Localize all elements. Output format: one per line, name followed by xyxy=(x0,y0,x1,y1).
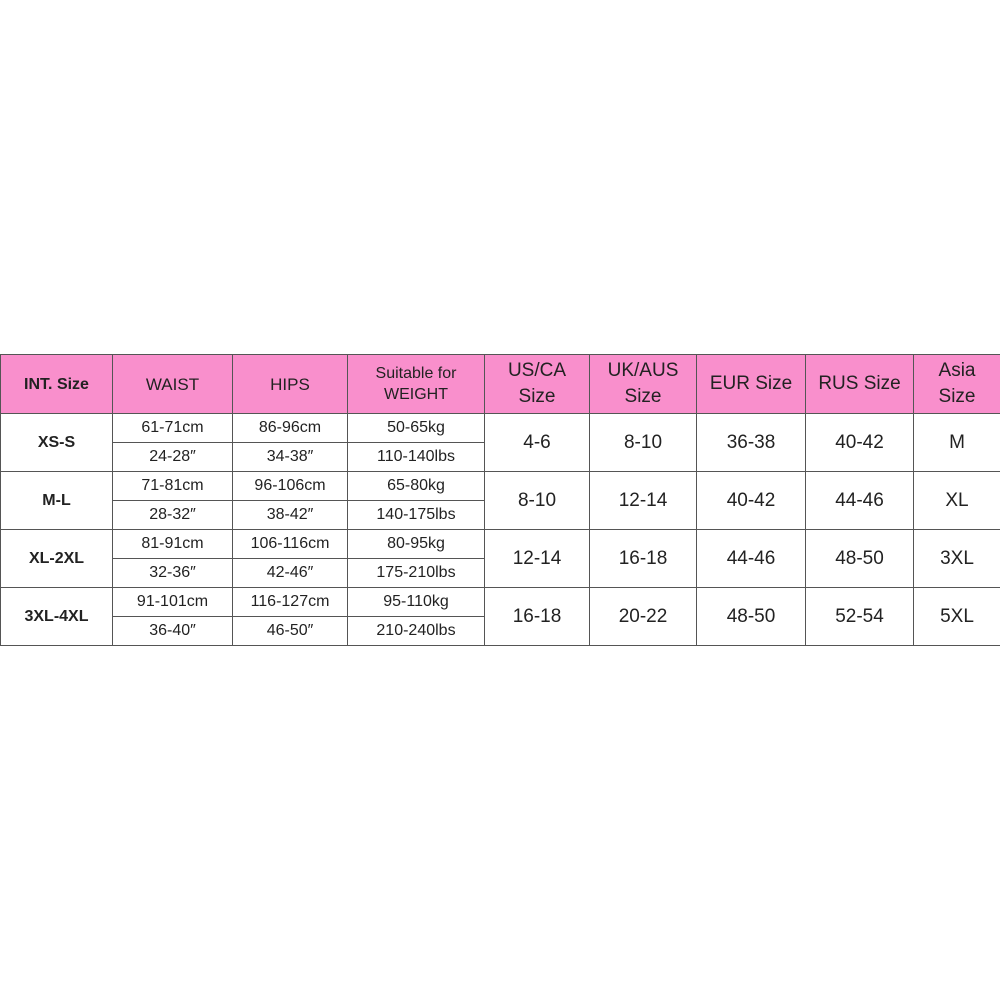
header-hips: HIPS xyxy=(232,354,348,414)
header-asia-line1: Asia xyxy=(938,360,976,381)
cell-hips-in: 46-50″ xyxy=(232,616,348,646)
header-rus-size: RUS Size xyxy=(805,354,914,414)
cell-weight-kg: 65-80kg xyxy=(347,471,485,501)
table-row: M-L 71-81cm 96-106cm 65-80kg 8-10 12-14 40-42 4… xyxy=(0,471,1000,530)
cell-int: XL-2XL xyxy=(0,529,113,588)
cell-hips-cm: 106-116cm xyxy=(232,529,348,559)
cell-uk: 20-22 xyxy=(589,587,697,646)
header-uk-size: UK/AUS Size xyxy=(589,354,697,414)
cell-int: XS-S xyxy=(0,413,113,472)
cell-rus: 52-54 xyxy=(805,587,914,646)
cell-weight-kg: 95-110kg xyxy=(347,587,485,617)
cell-int: M-L xyxy=(0,471,113,530)
cell-weight-kg: 50-65kg xyxy=(347,413,485,443)
cell-weight-lbs: 140-175lbs xyxy=(347,500,485,530)
cell-weight-lbs: 210-240lbs xyxy=(347,616,485,646)
cell-rus: 48-50 xyxy=(805,529,914,588)
cell-asia: 5XL xyxy=(913,587,1000,646)
cell-hips-in: 42-46″ xyxy=(232,558,348,588)
table-row-imperial: 32-36″ 42-46″ 175-210lbs xyxy=(1,558,1000,588)
cell-waist-cm: 61-71cm xyxy=(112,413,233,443)
cell-hips-cm: 96-106cm xyxy=(232,471,348,501)
header-us-size: US/CA Size xyxy=(484,354,590,414)
header-waist: WAIST xyxy=(112,354,233,414)
header-weight-line2: WEIGHT xyxy=(384,386,448,403)
cell-waist-cm: 81-91cm xyxy=(112,529,233,559)
cell-eur: 40-42 xyxy=(696,471,806,530)
cell-us: 8-10 xyxy=(484,471,590,530)
header-weight: Suitable for WEIGHT xyxy=(347,354,485,414)
cell-waist-in: 24-28″ xyxy=(112,442,233,472)
cell-asia: M xyxy=(913,413,1000,472)
header-uk-line1: UK/AUS xyxy=(607,360,679,381)
header-us-line1: US/CA xyxy=(507,360,567,381)
cell-waist-in: 32-36″ xyxy=(112,558,233,588)
cell-rus: 40-42 xyxy=(805,413,914,472)
cell-us: 16-18 xyxy=(484,587,590,646)
cell-asia: 3XL xyxy=(913,529,1000,588)
cell-rus: 44-46 xyxy=(805,471,914,530)
header-row: INT. Size WAIST HIPS Suitable for WEIGHT … xyxy=(0,354,1000,414)
cell-asia: XL xyxy=(913,471,1000,530)
cell-waist-cm: 71-81cm xyxy=(112,471,233,501)
size-chart-table: INT. Size WAIST HIPS Suitable for WEIGHT … xyxy=(0,354,1000,646)
cell-waist-in: 36-40″ xyxy=(112,616,233,646)
cell-hips-cm: 86-96cm xyxy=(232,413,348,443)
cell-hips-in: 34-38″ xyxy=(232,442,348,472)
cell-hips-cm: 116-127cm xyxy=(232,587,348,617)
cell-us: 12-14 xyxy=(484,529,590,588)
cell-eur: 44-46 xyxy=(696,529,806,588)
header-weight-line1: Suitable for xyxy=(375,365,457,382)
header-us-line2: Size xyxy=(518,386,556,407)
cell-eur: 36-38 xyxy=(696,413,806,472)
header-uk-line2: Size xyxy=(624,386,662,407)
table-row: 3XL-4XL 91-101cm 116-127cm 95-110kg 16-18 20-… xyxy=(0,587,1000,646)
table-row: XL-2XL 81-91cm 106-116cm 80-95kg 12-14 16-18 4… xyxy=(0,529,1000,588)
cell-uk: 12-14 xyxy=(589,471,697,530)
cell-us: 4-6 xyxy=(484,413,590,472)
table-row-imperial: 36-40″ 46-50″ 210-240lbs xyxy=(1,616,1000,646)
cell-weight-lbs: 110-140lbs xyxy=(347,442,485,472)
table-row-imperial: 28-32″ 38-42″ 140-175lbs xyxy=(1,500,1000,530)
cell-int: 3XL-4XL xyxy=(0,587,113,646)
header-eur-size: EUR Size xyxy=(696,354,806,414)
cell-eur: 48-50 xyxy=(696,587,806,646)
cell-waist-in: 28-32″ xyxy=(112,500,233,530)
table-row: XS-S 61-71cm 86-96cm 50-65kg 4-6 8-10 36-38 40-… xyxy=(0,413,1000,472)
table-row-imperial: 24-28″ 34-38″ 110-140lbs xyxy=(1,442,1000,472)
cell-uk: 8-10 xyxy=(589,413,697,472)
header-asia-line2: Size xyxy=(938,386,976,407)
cell-weight-lbs: 175-210lbs xyxy=(347,558,485,588)
cell-uk: 16-18 xyxy=(589,529,697,588)
cell-weight-kg: 80-95kg xyxy=(347,529,485,559)
header-asia-size: Asia Size xyxy=(913,354,1000,414)
cell-waist-cm: 91-101cm xyxy=(112,587,233,617)
cell-hips-in: 38-42″ xyxy=(232,500,348,530)
header-int-size: INT. Size xyxy=(0,354,113,414)
